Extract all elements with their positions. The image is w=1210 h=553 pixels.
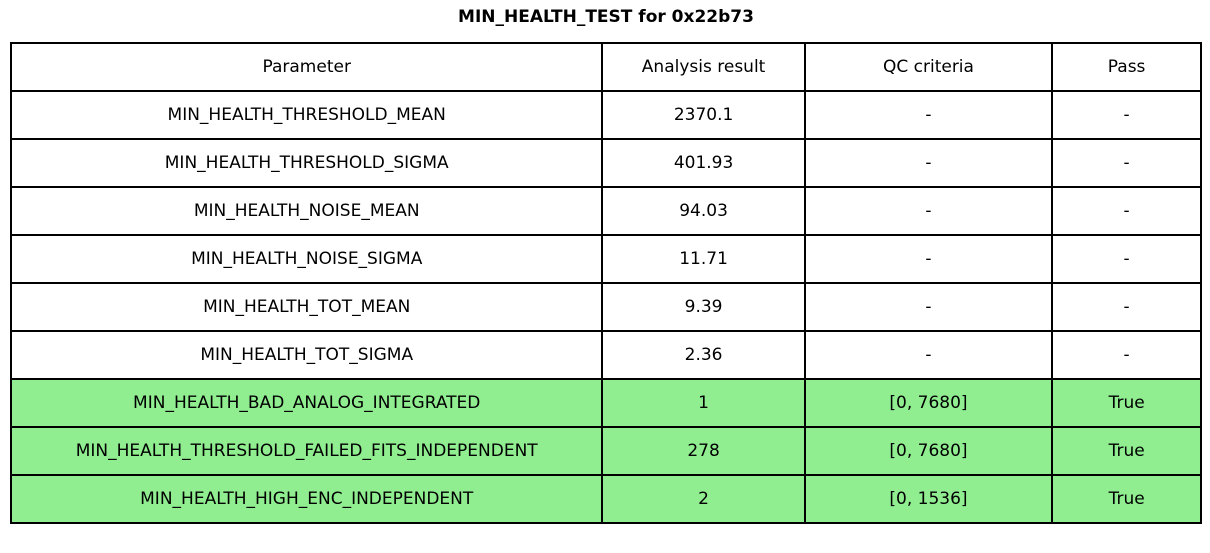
cell-parameter: MIN_HEALTH_NOISE_SIGMA xyxy=(9,234,604,284)
table-row: MIN_HEALTH_THRESHOLD_SIGMA 401.93- - xyxy=(9,138,1202,188)
cell-parameter: MIN_HEALTH_THRESHOLD_SIGMA xyxy=(9,138,604,188)
cell-parameter: MIN_HEALTH_TOT_MEAN xyxy=(9,282,604,332)
table-body: MIN_HEALTH_THRESHOLD_MEAN 2370.1- - MIN_HEA… xyxy=(9,90,1202,524)
cell-pass: - xyxy=(1051,330,1202,380)
table-row: MIN_HEALTH_HIGH_ENC_INDEPENDENT 2 [0, 1536… xyxy=(9,474,1202,524)
cell-parameter: MIN_HEALTH_THRESHOLD_FAILED_FITS_INDEPEN… xyxy=(9,426,604,476)
table-row: MIN_HEALTH_NOISE_MEAN 94.03- - xyxy=(9,186,1202,236)
cell-parameter: MIN_HEALTH_TOT_SIGMA xyxy=(9,330,604,380)
cell-qc-criteria: - xyxy=(803,90,1054,140)
cell-parameter: MIN_HEALTH_THRESHOLD_MEAN xyxy=(9,90,604,140)
cell-pass: True xyxy=(1051,378,1202,428)
header-row: Parameter Analysis result QC criteria Pa… xyxy=(9,42,1202,92)
cell-pass: - xyxy=(1051,138,1202,188)
col-header-qc-criteria: QC criteria xyxy=(803,42,1054,92)
cell-analysis-result: 278 xyxy=(601,426,806,476)
cell-analysis-result: 2370.1 xyxy=(601,90,806,140)
table-row: MIN_HEALTH_TOT_SIGMA 2.36- - xyxy=(9,330,1202,380)
cell-qc-criteria: - xyxy=(803,330,1054,380)
qc-results-table: Parameter Analysis result QC criteria Pa… xyxy=(9,42,1202,524)
cell-analysis-result: 9.39 xyxy=(601,282,806,332)
cell-pass: - xyxy=(1051,90,1202,140)
cell-analysis-result: 2.36 xyxy=(601,330,806,380)
table-row: MIN_HEALTH_THRESHOLD_FAILED_FITS_INDEPEN… xyxy=(9,426,1202,476)
cell-analysis-result: 94.03 xyxy=(601,186,806,236)
col-header-pass: Pass xyxy=(1051,42,1202,92)
cell-analysis-result: 2 xyxy=(601,474,806,524)
cell-pass: - xyxy=(1051,186,1202,236)
cell-qc-criteria: - xyxy=(803,282,1054,332)
table-row: MIN_HEALTH_THRESHOLD_MEAN 2370.1- - xyxy=(9,90,1202,140)
cell-pass: - xyxy=(1051,282,1202,332)
cell-qc-criteria: - xyxy=(803,234,1054,284)
cell-parameter: MIN_HEALTH_BAD_ANALOG_INTEGRATED xyxy=(9,378,604,428)
cell-parameter: MIN_HEALTH_NOISE_MEAN xyxy=(9,186,604,236)
cell-analysis-result: 1 xyxy=(601,378,806,428)
cell-analysis-result: 401.93 xyxy=(601,138,806,188)
cell-qc-criteria: [0, 7680] xyxy=(803,378,1054,428)
col-header-parameter: Parameter xyxy=(9,42,604,92)
cell-analysis-result: 11.71 xyxy=(601,234,806,284)
cell-pass: - xyxy=(1051,234,1202,284)
table-row: MIN_HEALTH_BAD_ANALOG_INTEGRATED 1 [0, 768… xyxy=(9,378,1202,428)
chart-title: MIN_HEALTH_TEST for 0x22b73 xyxy=(458,7,754,27)
cell-qc-criteria: - xyxy=(803,186,1054,236)
cell-qc-criteria: [0, 1536] xyxy=(803,474,1054,524)
cell-qc-criteria: - xyxy=(803,138,1054,188)
table-row: MIN_HEALTH_TOT_MEAN 9.39- - xyxy=(9,282,1202,332)
table-row: MIN_HEALTH_NOISE_SIGMA 11.71- - xyxy=(9,234,1202,284)
col-header-analysis-result: Analysis result xyxy=(601,42,806,92)
cell-parameter: MIN_HEALTH_HIGH_ENC_INDEPENDENT xyxy=(9,474,604,524)
cell-pass: True xyxy=(1051,426,1202,476)
cell-pass: True xyxy=(1051,474,1202,524)
cell-qc-criteria: [0, 7680] xyxy=(803,426,1054,476)
